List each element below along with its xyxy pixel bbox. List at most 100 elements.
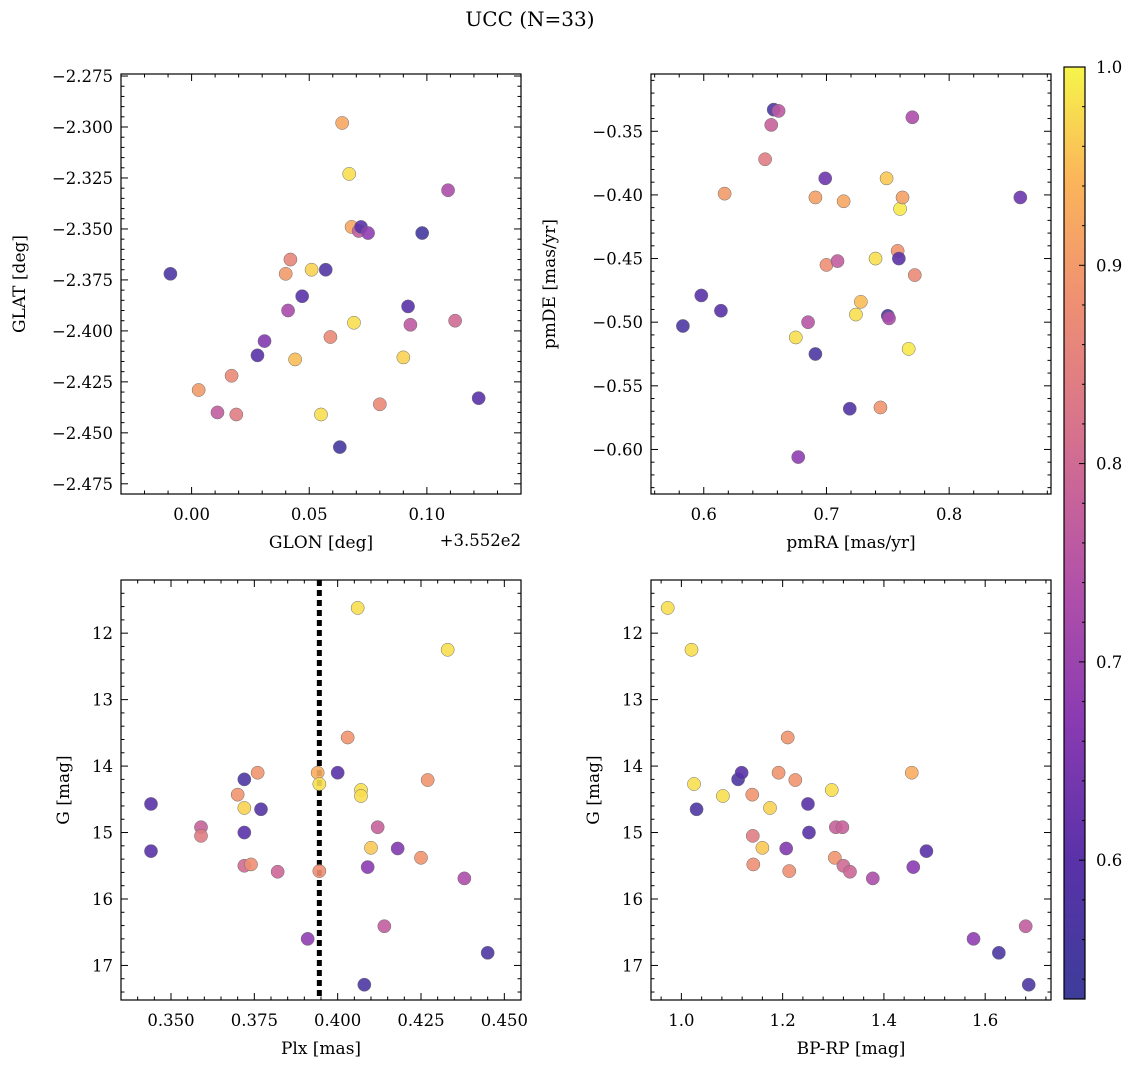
data-point	[471, 391, 486, 406]
data-point	[842, 401, 857, 416]
data-point	[224, 368, 239, 383]
y-tick-label: 15	[92, 824, 113, 843]
data-point	[163, 266, 178, 281]
data-point	[904, 765, 919, 780]
colorbar: 0.6 0.7 0.8 0.9 1.0	[1063, 58, 1122, 1000]
y-tick-label: −2.450	[52, 424, 113, 443]
y-tick-label: 16	[92, 890, 113, 909]
y-tick-label: −2.275	[52, 67, 113, 86]
data-point	[396, 350, 411, 365]
data-point	[347, 315, 361, 330]
y-axis-label: pmDE [mas/yr]	[540, 219, 560, 349]
data-point	[330, 765, 345, 780]
y-tick-label: −2.425	[52, 373, 113, 392]
data-point	[300, 932, 315, 946]
data-point	[360, 860, 375, 874]
data-point	[830, 254, 845, 268]
data-point	[758, 152, 772, 167]
x-axis-label: GLON [deg]	[269, 533, 373, 553]
data-point	[966, 932, 981, 946]
data-point	[377, 919, 392, 934]
y-tick-label: −0.45	[592, 250, 643, 269]
colorbar-gradient	[1064, 67, 1085, 999]
data-point	[882, 311, 896, 326]
data-point	[304, 262, 319, 277]
panel-cmd: 1.0 1.2 1.4 1.6 12 13 14 15 16 17 BP-RP [mag] G [ma…	[584, 579, 1052, 1059]
y-tick-label: −0.40	[592, 186, 643, 205]
data-point	[457, 871, 472, 886]
data-point	[414, 850, 428, 865]
y-tick-label: −0.50	[592, 313, 643, 332]
data-point	[764, 118, 779, 132]
y-tick-label: 13	[622, 691, 643, 710]
data-point	[835, 820, 850, 835]
data-point	[1018, 919, 1033, 934]
data-point	[314, 407, 328, 422]
data-point	[440, 642, 455, 657]
data-point	[250, 348, 265, 363]
data-point	[782, 864, 797, 878]
data-point	[879, 171, 894, 186]
data-point	[771, 104, 786, 118]
data-point	[350, 601, 365, 615]
y-tick-label: 12	[92, 624, 113, 643]
y-axis-label: G [mag]	[584, 755, 604, 824]
panels: 0.00 0.05 0.10 −2.475 −2.450 −2.425 −2.400 −2.3…	[10, 67, 1052, 1059]
data-point	[868, 251, 883, 266]
y-tick-label: −2.300	[52, 118, 113, 137]
colorbar-frame	[1063, 66, 1086, 1000]
x-tick-label: 0.400	[314, 1011, 361, 1030]
axes-frame	[650, 73, 1052, 495]
data-point	[229, 407, 244, 422]
data-point	[191, 383, 206, 397]
y-tick-label: 17	[622, 956, 643, 975]
x-tick-label: 1.6	[972, 1011, 998, 1030]
data-point	[843, 864, 857, 879]
data-point	[717, 186, 732, 201]
y-tick-label: −2.325	[52, 169, 113, 188]
data-point	[342, 167, 357, 181]
y-tick-label: −0.60	[592, 440, 643, 459]
y-tick-label: 15	[622, 824, 643, 843]
data-point	[716, 789, 730, 803]
data-point	[801, 315, 815, 330]
x-tick-label: 1.0	[668, 1011, 694, 1030]
ticks	[120, 579, 522, 1000]
data-point	[818, 171, 833, 186]
data-point	[244, 857, 258, 872]
data-point	[254, 802, 268, 817]
data-point	[270, 864, 285, 879]
data-point	[361, 226, 375, 240]
data-point	[853, 294, 868, 309]
y-tick-label: −2.475	[52, 475, 113, 494]
colorbar-tick-label: 0.7	[1096, 653, 1122, 672]
x-axis-label: Plx [mas]	[281, 1039, 361, 1059]
data-point	[746, 857, 761, 872]
data-point	[288, 352, 302, 367]
data-point	[144, 797, 158, 811]
data-point	[689, 802, 704, 817]
data-point	[808, 190, 823, 205]
data-point	[801, 797, 815, 811]
data-point	[907, 268, 922, 282]
panel-pm: 0.6 0.7 0.8 −0.60 −0.55 −0.50 −0.45 −0.40 −0.35 p…	[540, 73, 1052, 553]
colorbar-tick-label: 1.0	[1096, 58, 1122, 77]
x-tick-label: 0.450	[481, 1011, 528, 1030]
data-point	[257, 334, 272, 348]
x-tick-label: 1.4	[871, 1011, 897, 1030]
data-point	[278, 266, 293, 281]
y-tick-label: 16	[622, 890, 643, 909]
data-point	[230, 787, 245, 802]
data-point	[763, 801, 777, 815]
data-point	[808, 347, 823, 361]
data-point	[827, 850, 842, 865]
data-point	[283, 252, 298, 267]
y-tick-label: 12	[622, 624, 643, 643]
data-point	[312, 864, 327, 878]
y-tick-label: 17	[92, 956, 113, 975]
data-point	[895, 190, 910, 205]
panel-plx-g: 0.350 0.375 0.400 0.425 0.450 12 13 14 15 16 17 Plx…	[54, 579, 528, 1059]
data-point	[441, 183, 455, 198]
data-point	[354, 789, 368, 803]
